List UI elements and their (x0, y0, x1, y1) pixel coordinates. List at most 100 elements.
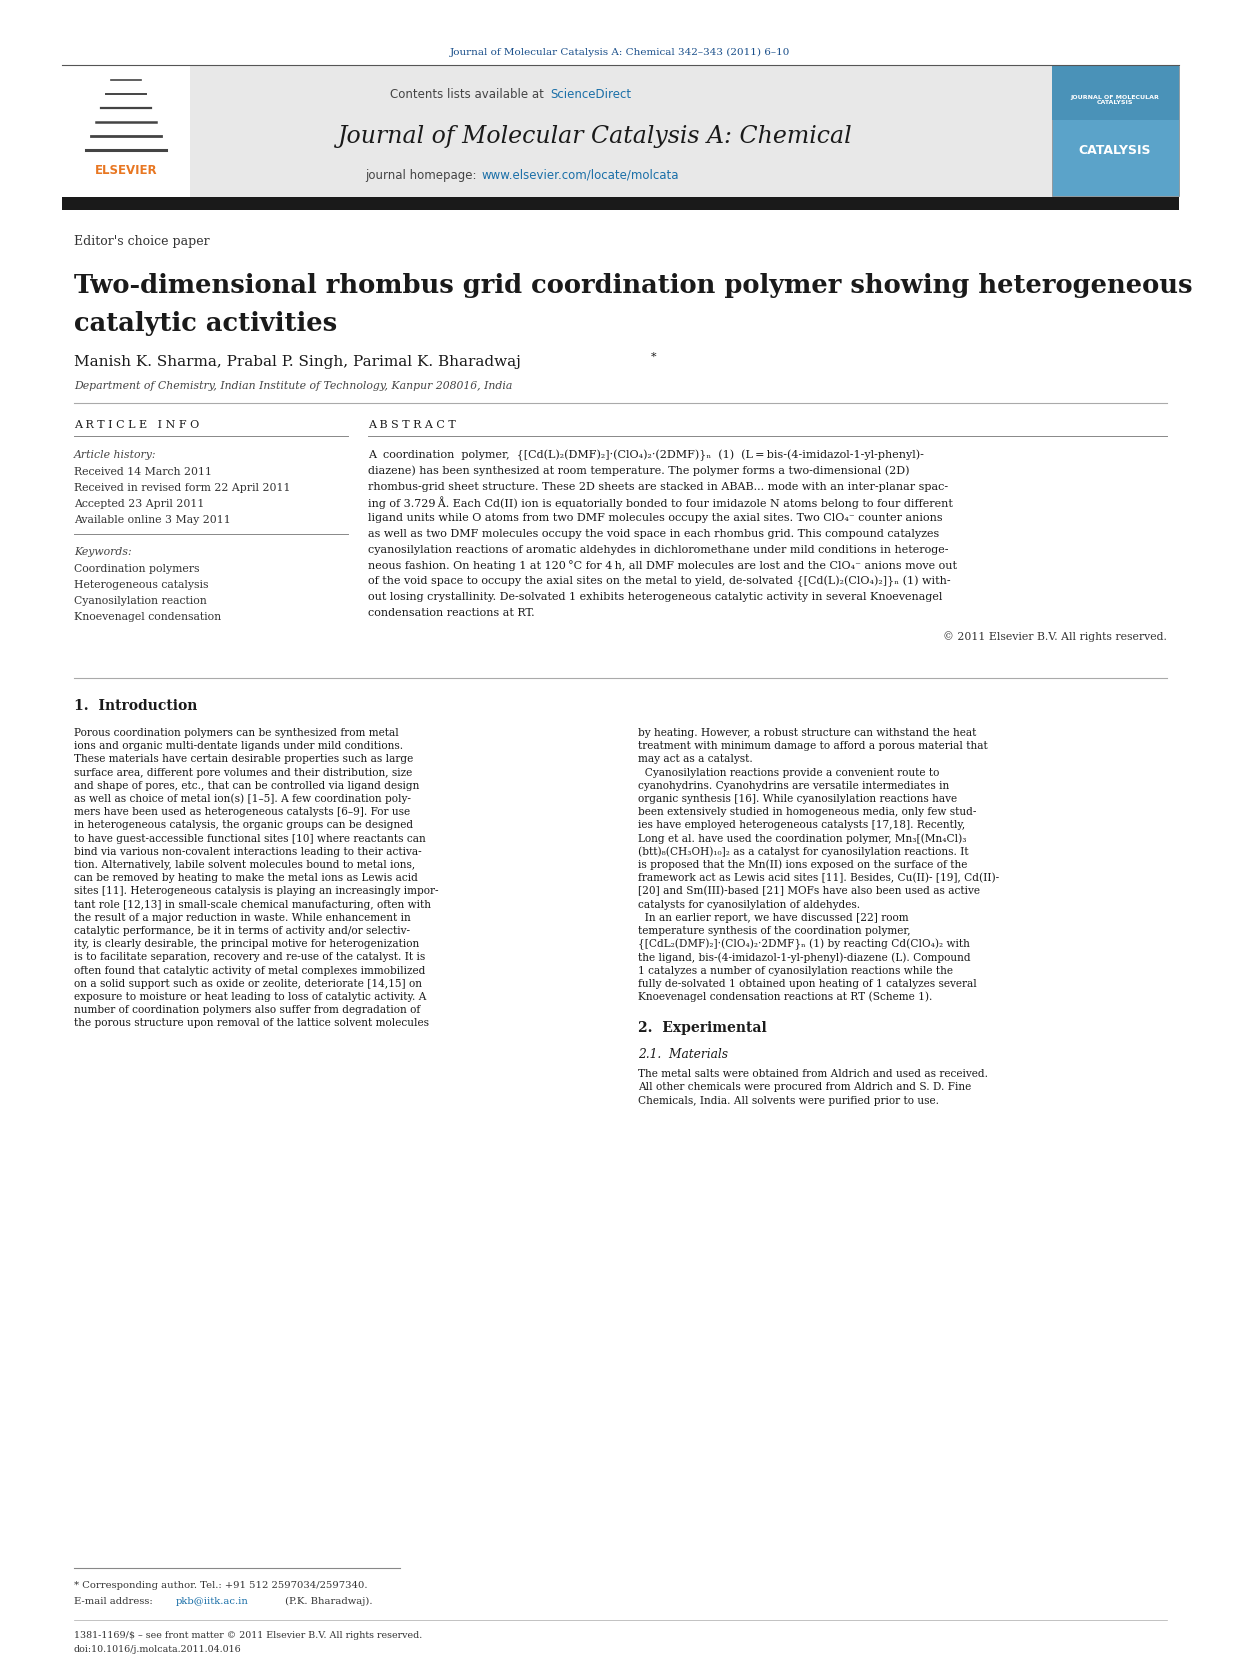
Text: by heating. However, a robust structure can withstand the heat: by heating. However, a robust structure … (638, 728, 977, 738)
Text: the result of a major reduction in waste. While enhancement in: the result of a major reduction in waste… (74, 913, 411, 923)
Text: sites [11]. Heterogeneous catalysis is playing an increasingly impor-: sites [11]. Heterogeneous catalysis is p… (74, 887, 438, 896)
Text: catalytic activities: catalytic activities (74, 311, 338, 336)
Text: out losing crystallinity. De-solvated 1 exhibits heterogeneous catalytic activit: out losing crystallinity. De-solvated 1 … (369, 592, 942, 602)
Text: temperature synthesis of the coordination polymer,: temperature synthesis of the coordinatio… (638, 926, 911, 936)
Text: on a solid support such as oxide or zeolite, deteriorate [14,15] on: on a solid support such as oxide or zeol… (74, 979, 422, 989)
Text: The metal salts were obtained from Aldrich and used as received.: The metal salts were obtained from Aldri… (638, 1068, 988, 1078)
Text: Coordination polymers: Coordination polymers (74, 564, 200, 574)
Bar (62, 65, 1179, 198)
Text: rhombus-grid sheet structure. These 2D sheets are stacked in ABAB... mode with a: rhombus-grid sheet structure. These 2D s… (369, 481, 948, 491)
Text: www.elsevier.com/locate/molcata: www.elsevier.com/locate/molcata (482, 169, 680, 182)
Text: and shape of pores, etc., that can be controlled via ligand design: and shape of pores, etc., that can be co… (74, 781, 419, 791)
Bar (62, 65, 190, 198)
Text: ScienceDirect: ScienceDirect (550, 89, 632, 101)
Text: pkb@iitk.ac.in: pkb@iitk.ac.in (176, 1596, 249, 1606)
Text: mers have been used as heterogeneous catalysts [6–9]. For use: mers have been used as heterogeneous cat… (74, 807, 410, 817)
Text: E-mail address:: E-mail address: (74, 1596, 156, 1606)
Text: 1 catalyzes a number of cyanosilylation reactions while the: 1 catalyzes a number of cyanosilylation … (638, 966, 953, 976)
Text: ELSEVIER: ELSEVIER (94, 164, 158, 177)
Text: ions and organic multi-dentate ligands under mild conditions.: ions and organic multi-dentate ligands u… (74, 741, 403, 751)
Text: Manish K. Sharma, Prabal P. Singh, Parimal K. Bharadwaj: Manish K. Sharma, Prabal P. Singh, Parim… (74, 356, 521, 369)
Text: ligand units while O atoms from two DMF molecules occupy the axial sites. Two Cl: ligand units while O atoms from two DMF … (369, 513, 943, 523)
Text: catalytic performance, be it in terms of activity and/or selectiv-: catalytic performance, be it in terms of… (74, 926, 410, 936)
Text: 1.  Introduction: 1. Introduction (74, 700, 197, 713)
Text: Received 14 March 2011: Received 14 March 2011 (74, 466, 212, 476)
Text: Heterogeneous catalysis: Heterogeneous catalysis (74, 581, 208, 590)
Bar (1052, 66, 1179, 197)
Text: as well as choice of metal ion(s) [1–5]. A few coordination poly-: as well as choice of metal ion(s) [1–5].… (74, 794, 411, 804)
Text: 2.  Experimental: 2. Experimental (638, 1021, 767, 1035)
Text: exposure to moisture or heat leading to loss of catalytic activity. A: exposure to moisture or heat leading to … (74, 992, 427, 1002)
Text: as well as two DMF molecules occupy the void space in each rhombus grid. This co: as well as two DMF molecules occupy the … (369, 529, 939, 539)
Text: *: * (652, 352, 656, 362)
Text: Journal of Molecular Catalysis A: Chemical: Journal of Molecular Catalysis A: Chemic… (338, 126, 853, 149)
Bar (62, 197, 1179, 210)
Text: is to facilitate separation, recovery and re-use of the catalyst. It is: is to facilitate separation, recovery an… (74, 953, 426, 963)
Text: neous fashion. On heating 1 at 120 °C for 4 h, all DMF molecules are lost and th: neous fashion. On heating 1 at 120 °C fo… (369, 561, 957, 571)
Text: Journal of Molecular Catalysis A: Chemical 342–343 (2011) 6–10: Journal of Molecular Catalysis A: Chemic… (449, 48, 791, 56)
Text: * Corresponding author. Tel.: +91 512 2597034/2597340.: * Corresponding author. Tel.: +91 512 25… (74, 1581, 367, 1589)
Text: been extensively studied in homogeneous media, only few stud-: been extensively studied in homogeneous … (638, 807, 977, 817)
Text: journal homepage:: journal homepage: (365, 169, 480, 182)
Text: Cyanosilylation reactions provide a convenient route to: Cyanosilylation reactions provide a conv… (638, 767, 939, 777)
Text: Knoevenagel condensation reactions at RT (Scheme 1).: Knoevenagel condensation reactions at RT… (638, 992, 932, 1002)
Text: © 2011 Elsevier B.V. All rights reserved.: © 2011 Elsevier B.V. All rights reserved… (943, 632, 1167, 642)
Text: doi:10.1016/j.molcata.2011.04.016: doi:10.1016/j.molcata.2011.04.016 (74, 1644, 242, 1654)
Text: number of coordination polymers also suffer from degradation of: number of coordination polymers also suf… (74, 1006, 421, 1016)
Text: surface area, different pore volumes and their distribution, size: surface area, different pore volumes and… (74, 767, 412, 777)
Text: cyanohydrins. Cyanohydrins are versatile intermediates in: cyanohydrins. Cyanohydrins are versatile… (638, 781, 949, 791)
Text: Available online 3 May 2011: Available online 3 May 2011 (74, 514, 231, 524)
Text: Department of Chemistry, Indian Institute of Technology, Kanpur 208016, India: Department of Chemistry, Indian Institut… (74, 380, 513, 390)
Text: Chemicals, India. All solvents were purified prior to use.: Chemicals, India. All solvents were puri… (638, 1095, 939, 1105)
Text: {[CdL₂(DMF)₂]·(ClO₄)₂·2DMF}ₙ (1) by reacting Cd(ClO₄)₂ with: {[CdL₂(DMF)₂]·(ClO₄)₂·2DMF}ₙ (1) by reac… (638, 938, 970, 949)
Text: can be removed by heating to make the metal ions as Lewis acid: can be removed by heating to make the me… (74, 873, 418, 883)
Text: Accepted 23 April 2011: Accepted 23 April 2011 (74, 500, 205, 509)
Text: tion. Alternatively, labile solvent molecules bound to metal ions,: tion. Alternatively, labile solvent mole… (74, 860, 416, 870)
Text: ity, is clearly desirable, the principal motive for heterogenization: ity, is clearly desirable, the principal… (74, 939, 419, 949)
Text: (btt)₈(CH₃OH)₁₀]₂ as a catalyst for cyanosilylation reactions. It: (btt)₈(CH₃OH)₁₀]₂ as a catalyst for cyan… (638, 847, 969, 857)
Text: Contents lists available at: Contents lists available at (391, 89, 549, 101)
Text: treatment with minimum damage to afford a porous material that: treatment with minimum damage to afford … (638, 741, 988, 751)
Text: Long et al. have used the coordination polymer, Mn₃[(Mn₄Cl)₃: Long et al. have used the coordination p… (638, 834, 967, 844)
Text: bind via various non-covalent interactions leading to their activa-: bind via various non-covalent interactio… (74, 847, 422, 857)
Text: (P.K. Bharadwaj).: (P.K. Bharadwaj). (282, 1596, 372, 1606)
Text: All other chemicals were procured from Aldrich and S. D. Fine: All other chemicals were procured from A… (638, 1082, 972, 1092)
Text: JOURNAL OF MOLECULAR
CATALYSIS: JOURNAL OF MOLECULAR CATALYSIS (1071, 94, 1159, 106)
Text: These materials have certain desirable properties such as large: These materials have certain desirable p… (74, 754, 413, 764)
Text: is proposed that the Mn(II) ions exposed on the surface of the: is proposed that the Mn(II) ions exposed… (638, 860, 968, 870)
Text: CATALYSIS: CATALYSIS (1078, 144, 1152, 157)
Text: Article history:: Article history: (74, 450, 156, 460)
Text: to have guest-accessible functional sites [10] where reactants can: to have guest-accessible functional site… (74, 834, 426, 844)
Text: Keywords:: Keywords: (74, 547, 132, 557)
Text: cyanosilylation reactions of aromatic aldehydes in dichloromethane under mild co: cyanosilylation reactions of aromatic al… (369, 544, 948, 554)
Text: Editor's choice paper: Editor's choice paper (74, 235, 210, 248)
Text: A R T I C L E   I N F O: A R T I C L E I N F O (74, 420, 200, 430)
Text: In an earlier report, we have discussed [22] room: In an earlier report, we have discussed … (638, 913, 908, 923)
Text: A B S T R A C T: A B S T R A C T (369, 420, 455, 430)
Text: condensation reactions at RT.: condensation reactions at RT. (369, 609, 535, 619)
Text: the porous structure upon removal of the lattice solvent molecules: the porous structure upon removal of the… (74, 1019, 429, 1029)
Text: ies have employed heterogeneous catalysts [17,18]. Recently,: ies have employed heterogeneous catalyst… (638, 820, 965, 830)
Text: ing of 3.729 Å. Each Cd(II) ion is equatorially bonded to four imidazole N atoms: ing of 3.729 Å. Each Cd(II) ion is equat… (369, 496, 953, 509)
Text: Cyanosilylation reaction: Cyanosilylation reaction (74, 595, 207, 605)
Text: fully de-solvated 1 obtained upon heating of 1 catalyzes several: fully de-solvated 1 obtained upon heatin… (638, 979, 977, 989)
Text: framework act as Lewis acid sites [11]. Besides, Cu(II)- [19], Cd(II)-: framework act as Lewis acid sites [11]. … (638, 873, 999, 883)
Text: Two-dimensional rhombus grid coordination polymer showing heterogeneous: Two-dimensional rhombus grid coordinatio… (74, 273, 1193, 298)
Text: the ligand, bis-(4-imidazol-1-yl-phenyl)-diazene (L). Compound: the ligand, bis-(4-imidazol-1-yl-phenyl)… (638, 953, 970, 963)
Text: tant role [12,13] in small-scale chemical manufacturing, often with: tant role [12,13] in small-scale chemica… (74, 900, 431, 910)
Text: of the void space to occupy the axial sites on the metal to yield, de-solvated {: of the void space to occupy the axial si… (369, 576, 951, 587)
Text: Received in revised form 22 April 2011: Received in revised form 22 April 2011 (74, 483, 290, 493)
Text: organic synthesis [16]. While cyanosilylation reactions have: organic synthesis [16]. While cyanosilyl… (638, 794, 957, 804)
Text: 2.1.  Materials: 2.1. Materials (638, 1047, 728, 1060)
Text: diazene) has been synthesized at room temperature. The polymer forms a two-dimen: diazene) has been synthesized at room te… (369, 465, 910, 476)
Text: Knoevenagel condensation: Knoevenagel condensation (74, 612, 221, 622)
Text: catalysts for cyanosilylation of aldehydes.: catalysts for cyanosilylation of aldehyd… (638, 900, 860, 910)
Text: Porous coordination polymers can be synthesized from metal: Porous coordination polymers can be synt… (74, 728, 398, 738)
Bar (1052, 66, 1179, 121)
Text: may act as a catalyst.: may act as a catalyst. (638, 754, 753, 764)
Text: in heterogeneous catalysis, the organic groups can be designed: in heterogeneous catalysis, the organic … (74, 820, 413, 830)
Text: A  coordination  polymer,  {[Cd(L)₂(DMF)₂]·(ClO₄)₂·(2DMF)}ₙ  (1)  (L = bis-(4-im: A coordination polymer, {[Cd(L)₂(DMF)₂]·… (369, 450, 923, 461)
Text: 1381-1169/$ – see front matter © 2011 Elsevier B.V. All rights reserved.: 1381-1169/$ – see front matter © 2011 El… (74, 1631, 422, 1639)
Text: often found that catalytic activity of metal complexes immobilized: often found that catalytic activity of m… (74, 966, 426, 976)
Text: [20] and Sm(III)-based [21] MOFs have also been used as active: [20] and Sm(III)-based [21] MOFs have al… (638, 887, 980, 896)
